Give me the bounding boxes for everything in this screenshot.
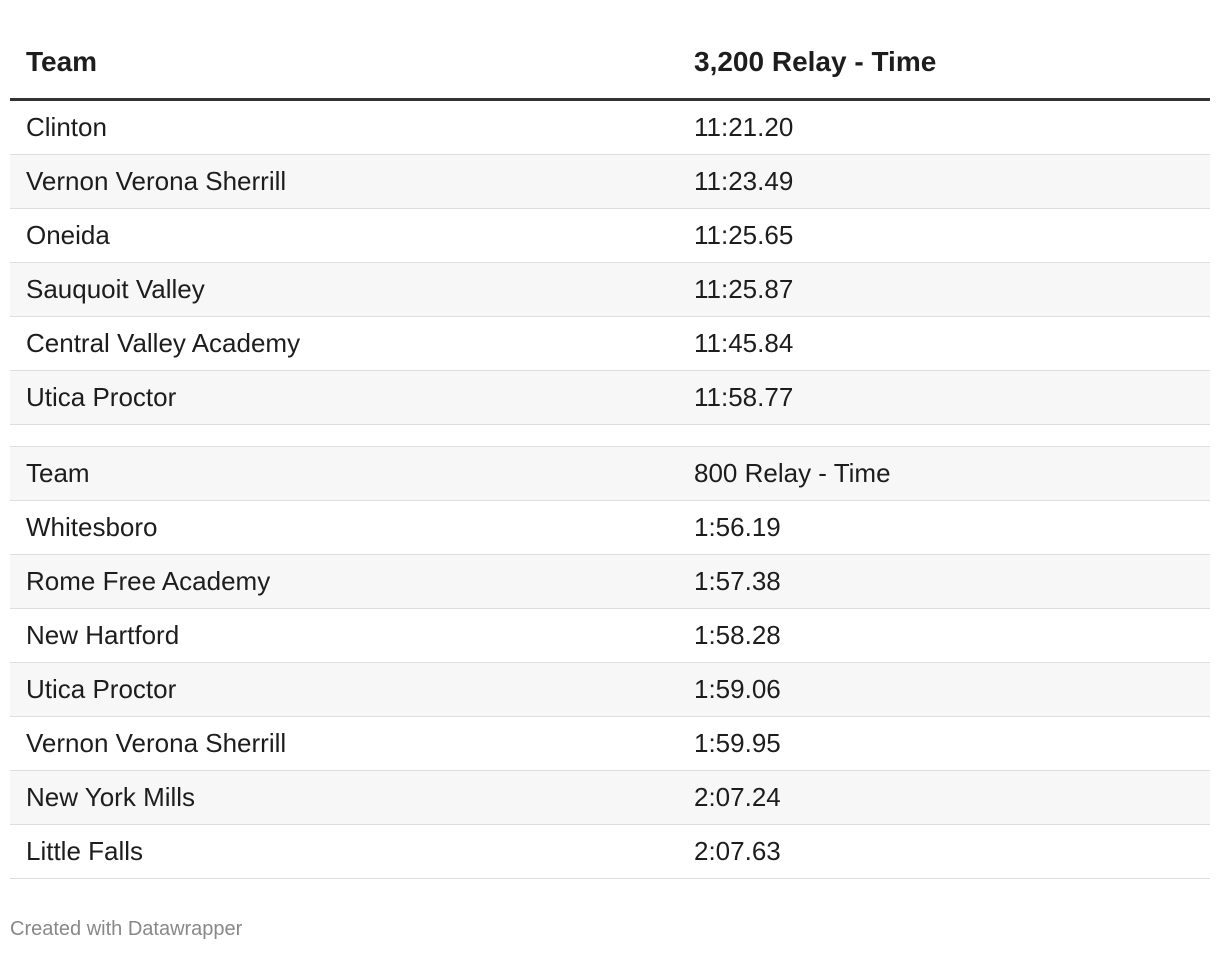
table-cell: Little Falls	[26, 836, 144, 866]
table-row: Utica Proctor 1:59.06	[10, 663, 1210, 717]
table-row: New Hartford 1:58.28	[10, 609, 1210, 663]
table-body: Clinton 11:21.20 Vernon Verona Sherrill 11:…	[10, 101, 1210, 879]
table-cell: Rome Free Academy	[26, 566, 271, 596]
table-cell: 11:21.20	[694, 112, 794, 142]
table-cell: 11:25.65	[694, 220, 794, 250]
table-cell: 11:58.77	[694, 382, 794, 412]
table-cell: 11:25.87	[694, 274, 794, 304]
table-cell: 1:59.95	[694, 728, 781, 758]
header-cell: 3,200 Relay - Time	[694, 46, 937, 77]
table-cell: Utica Proctor	[26, 674, 177, 704]
table-cell: 800 Relay - Time	[694, 458, 891, 488]
table-row: Sauquoit Valley 11:25.87	[10, 263, 1210, 317]
table-cell: New York Mills	[26, 782, 196, 812]
table-cell: Clinton	[26, 112, 107, 142]
table-cell: 2:07.63	[694, 836, 781, 866]
table: Team 3,200 Relay - Time Clinton 11:21.20 V…	[10, 0, 1210, 879]
header-cell: Team	[26, 46, 98, 77]
table-cell: Sauquoit Valley	[26, 274, 205, 304]
table-row: New York Mills 2:07.24	[10, 771, 1210, 825]
table-cell: 1:58.28	[694, 620, 781, 650]
table-cell: 1:56.19	[694, 512, 781, 542]
table-cell: Central Valley Academy	[26, 328, 301, 358]
table-row: Oneida 11:25.65	[10, 209, 1210, 263]
table-cell: 11:45.84	[694, 328, 794, 358]
table-row: Clinton 11:21.20	[10, 101, 1210, 155]
table-row: Central Valley Academy 11:45.84	[10, 317, 1210, 371]
table-row: Rome Free Academy 1:57.38	[10, 555, 1210, 609]
table-cell: Utica Proctor	[26, 382, 177, 412]
table-cell: Team	[26, 458, 90, 488]
table-row: Utica Proctor 11:58.77	[10, 371, 1210, 425]
table-row: Vernon Verona Sherrill 1:59.95	[10, 717, 1210, 771]
table-cell: 2:07.24	[694, 782, 781, 812]
table-cell: New Hartford	[26, 620, 180, 650]
table-cell: Oneida	[26, 220, 110, 250]
table-cell: Vernon Verona Sherrill	[26, 166, 287, 196]
section-spacer	[10, 425, 1210, 447]
table-row: Little Falls 2:07.63	[10, 825, 1210, 879]
table-cell: 11:23.49	[694, 166, 794, 196]
table-cell: 1:59.06	[694, 674, 781, 704]
table-row: Whitesboro 1:56.19	[10, 501, 1210, 555]
table-row: Vernon Verona Sherrill 11:23.49	[10, 155, 1210, 209]
table-row: Team 800 Relay - Time	[10, 447, 1210, 501]
table-header: Team 3,200 Relay - Time	[10, 0, 1210, 101]
footer-credit: Created with Datawrapper	[10, 918, 243, 940]
table-cell: Vernon Verona Sherrill	[26, 728, 287, 758]
table-cell: 1:57.38	[694, 566, 781, 596]
table-cell: Whitesboro	[26, 512, 158, 542]
